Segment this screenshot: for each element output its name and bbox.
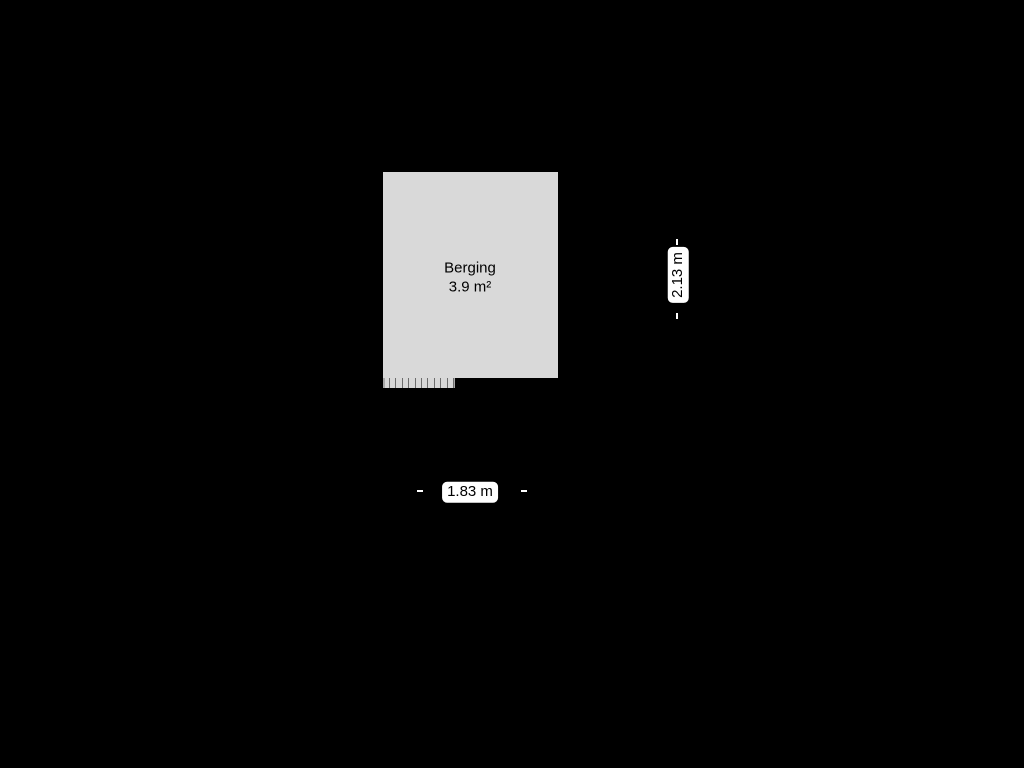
door-threshold xyxy=(383,378,455,388)
room-name-text: Berging xyxy=(444,259,496,278)
dimension-width-tick-right xyxy=(521,490,527,492)
floorplan-canvas: Berging 3.9 m² 1.83 m 2.13 m xyxy=(0,0,1024,768)
dimension-width-tick-left xyxy=(417,490,423,492)
dimension-height-text: 2.13 m xyxy=(669,252,686,298)
dimension-height-tick-bottom xyxy=(676,313,678,319)
room-area-text: 3.9 m² xyxy=(444,278,496,297)
dimension-height-label: 2.13 m xyxy=(668,247,689,303)
dimension-width-label: 1.83 m xyxy=(442,482,498,503)
dimension-width-text: 1.83 m xyxy=(447,483,493,500)
dimension-height-tick-top xyxy=(676,239,678,245)
room-label: Berging 3.9 m² xyxy=(444,259,496,297)
